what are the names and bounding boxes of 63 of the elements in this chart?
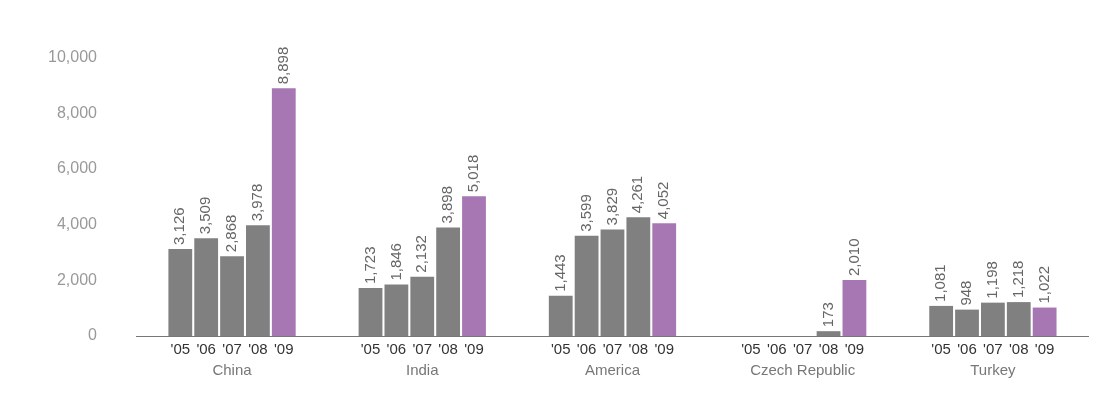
data-label: 1,081 <box>931 264 949 302</box>
series-label: '06 <box>196 339 216 357</box>
text: '09 <box>1034 339 1055 357</box>
data-label: 3,599 <box>576 194 594 232</box>
data-label: 4,052 <box>654 181 672 220</box>
text: '08 <box>438 339 458 357</box>
data-label: 2,868 <box>222 214 240 253</box>
y-tick-label: 4,000 <box>56 215 98 233</box>
x-tick-label: Turkey <box>970 361 1017 379</box>
bar <box>652 223 677 336</box>
series-label: '08 <box>248 339 268 357</box>
text: '08 <box>818 339 839 357</box>
data-label: 3,978 <box>248 183 266 222</box>
text: '08 <box>628 339 649 357</box>
data-label: 1,022 <box>1034 266 1052 304</box>
y-tick-label: 10,000 <box>48 48 98 66</box>
text: '05 <box>931 339 951 357</box>
bar <box>1032 307 1057 336</box>
text: '06 <box>576 339 597 357</box>
text: '07 <box>983 339 1003 357</box>
data-label: 3,898 <box>438 185 456 224</box>
y-tick-label: 0 <box>88 326 98 344</box>
data-label: 948 <box>957 280 975 306</box>
text: '06 <box>767 339 787 357</box>
text: '06 <box>957 339 977 357</box>
series-label: '09 <box>274 339 294 357</box>
text: '06 <box>386 339 407 357</box>
x-tick-label: America <box>584 361 641 379</box>
data-label: 2,010 <box>844 238 862 277</box>
y-tick-label: 6,000 <box>56 159 98 177</box>
text: '08 <box>1008 339 1029 357</box>
data-label: 1,723 <box>360 246 378 285</box>
text: '05 <box>550 339 571 357</box>
text: '05 <box>360 339 381 357</box>
data-label: 3,829 <box>602 187 620 226</box>
data-label: 2,132 <box>412 235 430 273</box>
series-label: '07 <box>222 339 242 357</box>
series-label: '05 <box>170 339 191 357</box>
text: '07 <box>602 339 623 357</box>
x-tick-label: India <box>405 361 440 379</box>
data-label: 173 <box>818 302 836 328</box>
text: '09 <box>844 339 865 357</box>
bar <box>271 88 296 336</box>
text: '07 <box>792 339 813 357</box>
bar <box>462 196 486 336</box>
data-label: 1,443 <box>550 254 568 292</box>
data-label: 3,509 <box>196 196 214 235</box>
data-label: 4,261 <box>628 175 646 214</box>
text: '07 <box>412 339 433 357</box>
data-label: 5,018 <box>464 154 482 193</box>
y-tick-label: 2,000 <box>56 270 98 288</box>
bar <box>842 280 867 336</box>
x-tick-label: Czech Republic <box>750 361 856 379</box>
data-label: 1,846 <box>386 243 404 281</box>
data-label: 8,898 <box>273 46 291 85</box>
data-label: 1,198 <box>983 261 1001 299</box>
text: '09 <box>654 339 674 357</box>
text: '05 <box>741 339 761 357</box>
data-label: 1,218 <box>1008 260 1026 299</box>
y-tick-label: 8,000 <box>56 103 98 121</box>
text: '09 <box>464 339 484 357</box>
x-tick-label: China <box>212 361 253 379</box>
data-label: 3,126 <box>170 207 188 245</box>
